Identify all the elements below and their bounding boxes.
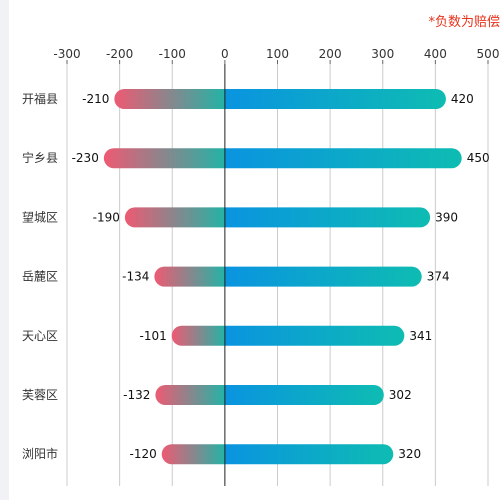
x-tick-label: -200	[106, 47, 133, 61]
positive-value-label: 341	[409, 329, 432, 343]
positive-bar	[224, 148, 462, 169]
positive-value-label: 450	[467, 151, 490, 165]
category-label: 岳麓区	[22, 270, 58, 284]
category-label: 宁乡县	[22, 150, 58, 165]
x-tick-label: 200	[319, 47, 342, 61]
positive-value-label: 374	[427, 270, 450, 284]
category-label: 望城区	[22, 210, 58, 224]
negative-value-label: -132	[123, 388, 150, 402]
chart-note: *负数为赔偿	[428, 15, 500, 30]
negative-value-label: -230	[72, 151, 99, 165]
negative-bar	[171, 325, 225, 346]
x-tick-label: -100	[159, 47, 186, 61]
x-tick-label: 300	[371, 47, 394, 61]
negative-value-label: -190	[93, 210, 120, 224]
page-edge	[0, 0, 9, 500]
category-label: 开福县	[22, 91, 58, 106]
positive-bar	[224, 444, 394, 465]
positive-bar	[224, 325, 405, 346]
positive-value-label: 390	[435, 210, 458, 224]
positive-value-label: 320	[398, 447, 421, 461]
negative-value-label: -101	[139, 329, 166, 343]
x-tick-label: -300	[53, 47, 80, 61]
negative-bar	[154, 266, 225, 287]
negative-bar	[103, 148, 225, 169]
positive-value-label: 420	[451, 92, 474, 106]
positive-value-label: 302	[389, 388, 412, 402]
negative-bar	[124, 207, 225, 228]
category-label: 天心区	[22, 329, 58, 343]
category-label: 浏阳市	[22, 446, 58, 461]
x-tick-label: 100	[266, 47, 289, 61]
positive-bar	[224, 385, 384, 405]
x-tick-label: 400	[424, 47, 447, 61]
positive-bar	[224, 89, 446, 109]
positive-bar	[224, 266, 422, 287]
x-tick-label: 500	[477, 47, 500, 61]
negative-bar	[114, 89, 225, 109]
negative-bar	[155, 385, 225, 405]
category-label: 芙蓉区	[22, 388, 58, 402]
negative-value-label: -210	[82, 92, 109, 106]
negative-value-label: -120	[129, 447, 156, 461]
x-tick-label: 0	[221, 47, 229, 61]
negative-bar	[161, 444, 225, 465]
positive-bar	[224, 207, 431, 228]
negative-value-label: -134	[122, 270, 149, 284]
